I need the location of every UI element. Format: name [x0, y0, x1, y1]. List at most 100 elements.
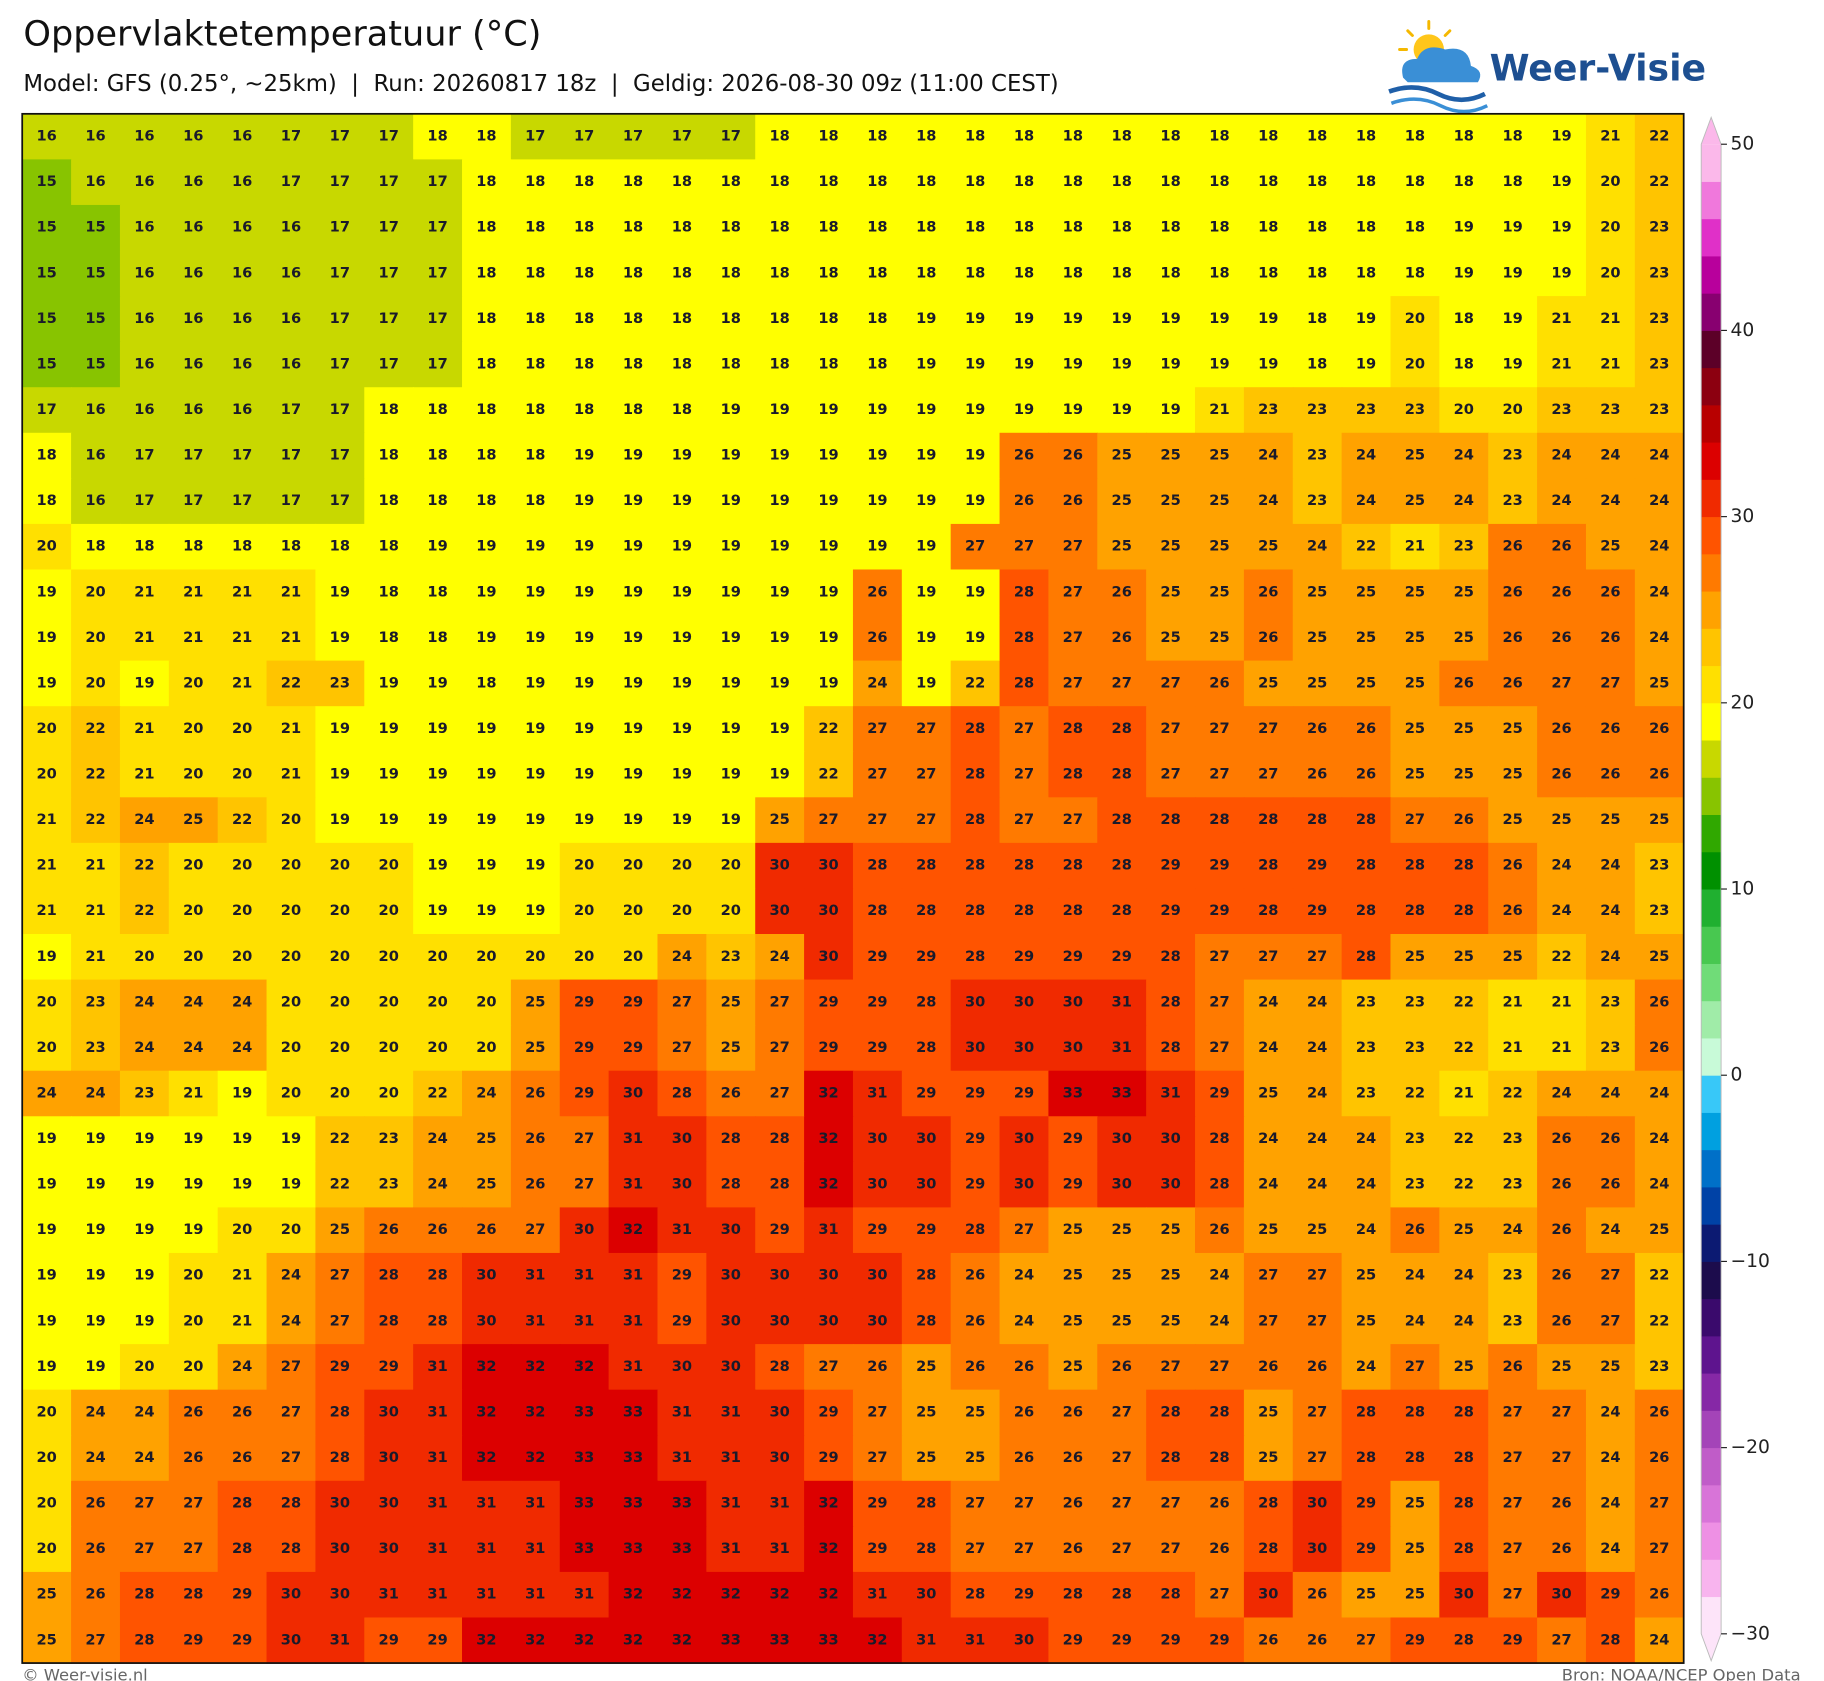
- cell: [559, 1617, 610, 1664]
- cell-label: 18: [623, 173, 643, 190]
- cell-label: 23: [1649, 310, 1669, 327]
- cell: [1146, 706, 1196, 753]
- cell-label: 23: [1502, 1130, 1522, 1147]
- cell-label: 24: [1356, 492, 1376, 509]
- cell-label: 24: [1258, 1039, 1278, 1056]
- cell-label: 18: [818, 219, 838, 236]
- cell: [22, 250, 72, 297]
- cell: [804, 387, 854, 434]
- cell-label: 26: [1649, 1403, 1669, 1420]
- cell: [1390, 478, 1441, 525]
- cell-label: 20: [574, 857, 594, 874]
- cell-label: 28: [1258, 1540, 1278, 1557]
- cell: [999, 1207, 1050, 1254]
- cell-label: 22: [1454, 1176, 1474, 1193]
- cell: [266, 1571, 317, 1619]
- cell: [950, 569, 1001, 616]
- cell: [364, 1252, 414, 1300]
- cell: [364, 1116, 414, 1163]
- cell-label: 19: [427, 811, 447, 828]
- cell-label: 19: [330, 766, 350, 783]
- cell: [1097, 1526, 1147, 1573]
- cell: [999, 478, 1050, 525]
- cell-label: 19: [1551, 219, 1571, 236]
- cell-label: 20: [721, 857, 741, 874]
- cell: [852, 615, 903, 662]
- cell: [266, 341, 317, 388]
- cell: [1488, 660, 1538, 707]
- cell: [71, 1070, 121, 1117]
- cell: [1292, 1116, 1343, 1163]
- cell: [266, 204, 317, 252]
- cell-label: 20: [1600, 173, 1620, 190]
- cell-label: 27: [1502, 1449, 1522, 1466]
- cell: [1195, 1617, 1245, 1664]
- cell-label: 16: [85, 128, 105, 145]
- cell-label: 21: [232, 583, 252, 600]
- cell: [1341, 523, 1392, 571]
- cell: [1439, 478, 1489, 525]
- logo-wave: [1388, 85, 1486, 103]
- cell: [1097, 842, 1147, 890]
- cell-label: 16: [232, 219, 252, 236]
- cell: [413, 934, 463, 981]
- cell: [1439, 1298, 1489, 1345]
- cell-label: 26: [1307, 1358, 1327, 1375]
- cell: [1146, 387, 1196, 434]
- cell-label: 24: [232, 1358, 252, 1375]
- cell: [119, 296, 170, 343]
- cell: [1341, 113, 1392, 161]
- cell-label: 31: [769, 1540, 789, 1557]
- cell-label: 28: [1600, 1631, 1620, 1648]
- cell-label: 24: [476, 1084, 496, 1101]
- cell-label: 21: [134, 720, 154, 737]
- cell: [1243, 934, 1294, 981]
- cell: [755, 1161, 805, 1209]
- cell-label: 19: [1063, 310, 1083, 327]
- cell-label: 24: [769, 948, 789, 965]
- cell-label: 32: [672, 1631, 692, 1648]
- cell: [71, 296, 121, 343]
- cell-label: 30: [330, 1586, 350, 1603]
- cell: [413, 478, 463, 525]
- cell-label: 25: [1502, 948, 1522, 965]
- cell: [413, 1025, 463, 1072]
- cell-label: 27: [1160, 674, 1180, 691]
- cell-label: 26: [1014, 1449, 1034, 1466]
- cell-label: 20: [36, 720, 56, 737]
- cell: [608, 751, 659, 799]
- cell-label: 25: [721, 993, 741, 1010]
- cell-label: 19: [36, 1130, 56, 1147]
- cell: [217, 706, 268, 753]
- cell: [657, 1025, 708, 1072]
- cell: [706, 888, 756, 935]
- cell: [462, 1116, 512, 1163]
- cell: [1439, 934, 1489, 981]
- cell-label: 21: [232, 1267, 252, 1284]
- cell: [1243, 797, 1294, 844]
- cell-label: 20: [183, 720, 203, 737]
- cell: [462, 1389, 512, 1436]
- cell: [1634, 1161, 1685, 1209]
- cell: [1195, 432, 1245, 480]
- cell: [1488, 113, 1538, 161]
- cell-label: 19: [379, 766, 399, 783]
- cell: [950, 432, 1001, 480]
- cell: [901, 478, 952, 525]
- cell-label: 26: [1063, 447, 1083, 464]
- cell-label: 30: [818, 902, 838, 919]
- cell: [901, 615, 952, 662]
- cell: [510, 1617, 561, 1664]
- cell: [1097, 1116, 1147, 1163]
- cell: [1634, 296, 1685, 343]
- cell-label: 17: [574, 128, 594, 145]
- cell-label: 26: [85, 1586, 105, 1603]
- cell-label: 18: [476, 219, 496, 236]
- cell: [950, 660, 1001, 707]
- cell: [413, 842, 463, 890]
- cell: [1585, 478, 1636, 525]
- cell: [804, 842, 854, 890]
- cell-label: 25: [965, 1403, 985, 1420]
- cell-label: 15: [36, 264, 56, 281]
- cell: [1097, 1298, 1147, 1345]
